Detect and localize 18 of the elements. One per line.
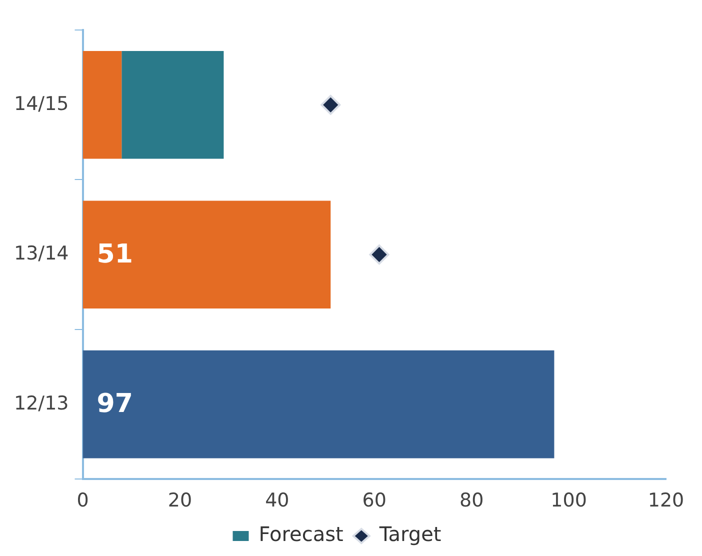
bar (82, 350, 554, 458)
legend-label: Forecast (258, 522, 344, 546)
x-tick-label: 40 (265, 490, 290, 512)
bar (82, 200, 331, 309)
legend-label: Target (378, 522, 442, 546)
x-tick-label: 60 (362, 490, 386, 512)
x-tick-label: 120 (648, 490, 684, 512)
y-tick-label: 13/14 (14, 242, 69, 265)
x-tick-label: 100 (550, 490, 587, 512)
data-label: 97 (96, 389, 133, 420)
y-tick-label: 12/13 (14, 392, 69, 414)
y-tick-label: 14/15 (14, 92, 69, 115)
x-tick-label: 0 (76, 490, 89, 512)
x-tick-label: 80 (459, 490, 484, 512)
x-tick-label: 20 (168, 490, 192, 512)
data-label: 51 (96, 239, 133, 270)
bar (122, 50, 224, 159)
bar (82, 50, 122, 159)
